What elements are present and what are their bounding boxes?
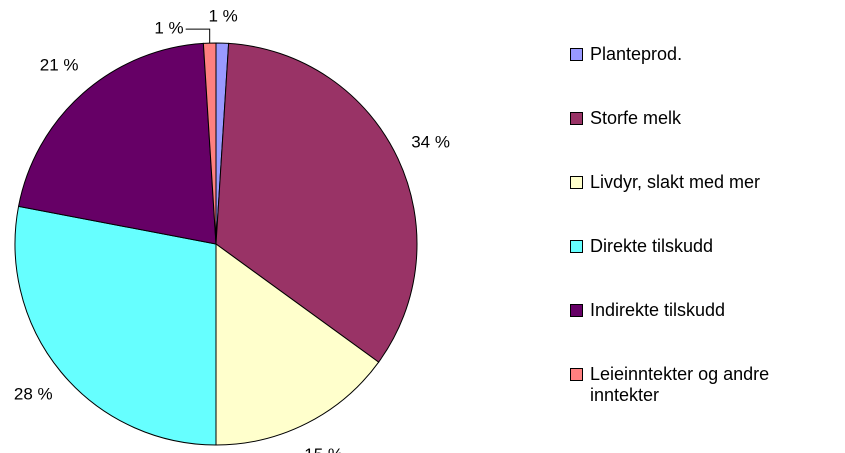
legend-swatch <box>570 240 583 253</box>
legend-label: Indirekte tilskudd <box>590 300 726 320</box>
legend-swatch <box>570 112 583 125</box>
data-label: 15 % <box>304 445 343 453</box>
legend-item: Livdyr, slakt med mer <box>570 172 840 236</box>
legend-swatch <box>570 48 583 61</box>
data-label: 34 % <box>411 132 450 151</box>
legend-label: Storfe melk <box>590 108 682 128</box>
legend-label: Leieinntekter og andre inntekter <box>590 364 770 405</box>
legend-item: Indirekte tilskudd <box>570 300 840 364</box>
data-label: 1 % <box>154 19 183 38</box>
legend-label: Livdyr, slakt med mer <box>590 172 761 192</box>
legend-item: Storfe melk <box>570 108 840 172</box>
data-label: 1 % <box>208 6 237 25</box>
pie-slice <box>14 205 217 446</box>
legend-label: Planteprod. <box>590 44 683 64</box>
legend-item: Planteprod. <box>570 44 840 108</box>
pie-slice <box>17 42 217 245</box>
legend-item: Direkte tilskudd <box>570 236 840 300</box>
legend: Planteprod. Storfe melk Livdyr, slakt med … <box>570 44 840 428</box>
legend-item: Leieinntekter og andre inntekter <box>570 364 840 428</box>
data-label: 28 % <box>14 385 53 404</box>
leader-line <box>185 28 211 44</box>
legend-swatch <box>570 304 583 317</box>
legend-swatch <box>570 176 583 189</box>
pie-slice <box>215 42 418 363</box>
pie-slice <box>215 243 380 446</box>
legend-swatch <box>570 368 583 381</box>
legend-label: Direkte tilskudd <box>590 236 714 256</box>
data-label: 21 % <box>40 56 79 75</box>
